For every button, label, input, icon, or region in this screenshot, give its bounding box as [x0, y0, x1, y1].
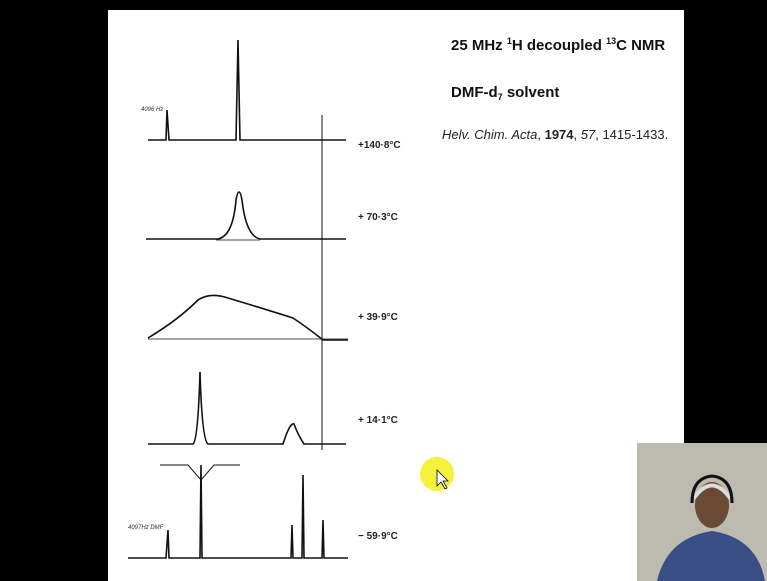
webcam-image: [637, 443, 767, 581]
screen: 25 MHz 1H decoupled 13C NMR DMF-d7 solve…: [0, 0, 767, 581]
webcam: [637, 443, 767, 581]
